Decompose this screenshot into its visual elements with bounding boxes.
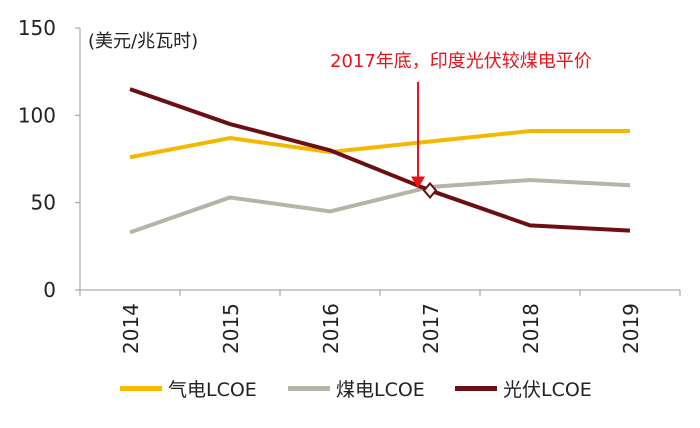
x-tick-label: 2017 [419, 303, 443, 354]
intersection-marker [422, 181, 438, 199]
y-tick-label: 150 [18, 16, 56, 40]
legend-label-coal: 煤电LCOE [336, 378, 425, 401]
series-line-1 [129, 177, 631, 235]
lcoe-line-chart: (美元/兆瓦时) 0 50 100 150 2014 2015 2016 2017 2018 20… [18, 16, 681, 354]
annotation-text: 2017年底，印度光伏较煤电平价 [330, 51, 592, 72]
y-tick-label: 50 [31, 191, 56, 215]
annotation-arrow-head [411, 176, 425, 189]
legend-swatch-coal [288, 385, 330, 391]
y-axis-unit-label: (美元/兆瓦时) [88, 31, 198, 52]
series-lines [129, 87, 631, 235]
x-tick-label: 2014 [119, 303, 143, 354]
legend-swatch-gas [120, 385, 162, 391]
axes: 0 50 100 150 2014 2015 2016 2017 2018 2019 [18, 16, 681, 354]
y-tick-label: 0 [43, 278, 56, 302]
legend-item-coal: 煤电LCOE [288, 372, 425, 404]
legend-item-solar: 光伏LCOE [455, 372, 592, 404]
legend-swatch-solar [455, 385, 497, 391]
y-tick-label: 100 [18, 103, 56, 127]
legend-item-gas: 气电LCOE [120, 372, 257, 404]
x-tick-label: 2016 [319, 303, 343, 354]
series-line-0 [129, 129, 630, 160]
x-tick-label: 2019 [619, 303, 643, 354]
series-line-2 [129, 87, 631, 233]
legend-label-gas: 气电LCOE [168, 378, 257, 401]
annotation: 2017年底，印度光伏较煤电平价 [330, 51, 592, 199]
legend: 气电LCOE 煤电LCOE 光伏LCOE [0, 372, 700, 404]
legend-label-solar: 光伏LCOE [503, 378, 592, 401]
x-tick-label: 2015 [219, 303, 243, 354]
x-tick-label: 2018 [519, 303, 543, 354]
